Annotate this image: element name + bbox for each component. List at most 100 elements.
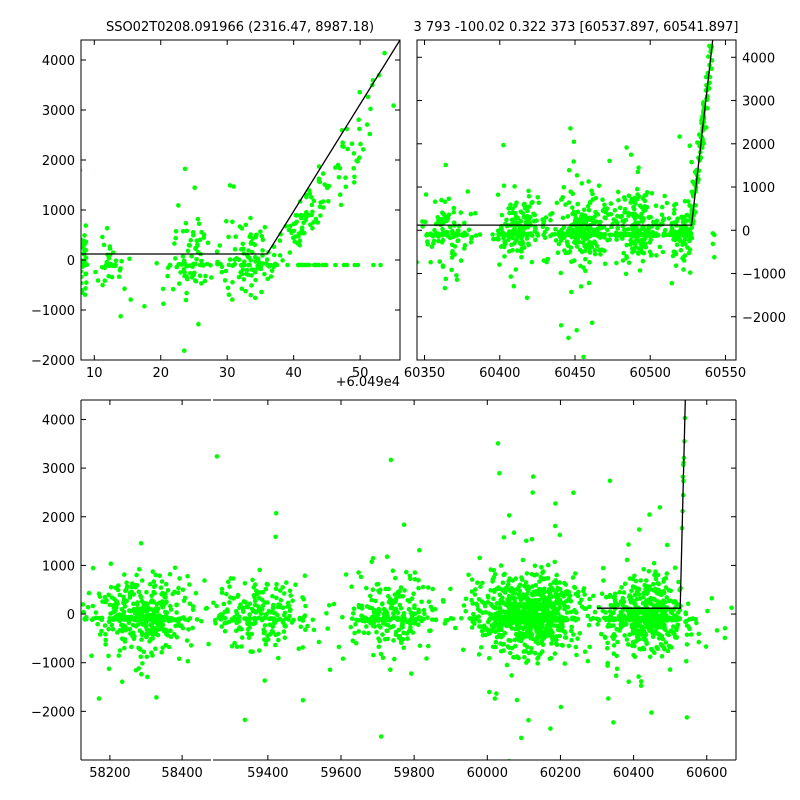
bottom-ytick-label-0: −2000 xyxy=(31,705,75,720)
bottom-point-2049 xyxy=(622,633,627,638)
top-left-point-233 xyxy=(258,263,264,269)
bottom-point-368 xyxy=(159,650,164,655)
top-left-point-392 xyxy=(391,103,396,108)
top-right-point-827 xyxy=(640,239,645,245)
top-left-point-63 xyxy=(128,297,133,302)
top-right-point-874 xyxy=(689,225,694,230)
top-right-point-751 xyxy=(662,227,668,233)
bottom-point-2296 xyxy=(667,667,673,672)
top-right-point-308 xyxy=(500,229,505,235)
top-right-point-137 xyxy=(527,204,532,209)
bottom-point-829 xyxy=(401,611,407,616)
bottom-point-331 xyxy=(127,595,133,600)
bottom-point-2299 xyxy=(630,631,636,636)
bottom-point-491 xyxy=(287,588,293,593)
bottom-point-2073 xyxy=(675,610,681,615)
top-right-point-593 xyxy=(558,232,564,237)
bottom-point-1993 xyxy=(644,641,649,647)
top-left-point-393 xyxy=(356,117,362,122)
top-left-panel: 10 20 30 40 50 −2000 −1000 0 1000 2000 3000 4000 xyxy=(31,39,401,381)
bottom-point-2243 xyxy=(643,632,649,638)
bottom-point-2335 xyxy=(633,639,638,644)
top-left-point-301 xyxy=(310,225,315,231)
top-left-point-218 xyxy=(230,297,235,302)
bottom-point-272 xyxy=(199,618,204,624)
top-left-point-318 xyxy=(298,212,304,218)
bottom-point-638 xyxy=(281,629,287,634)
bottom-point-711 xyxy=(416,622,421,627)
top-right-point-104 xyxy=(424,231,430,237)
top-right-point-252 xyxy=(501,235,506,241)
bottom-frame-1 xyxy=(213,399,737,761)
bottom-point-1788 xyxy=(559,642,565,648)
top-left-point-397 xyxy=(336,175,342,180)
bottom-point-1805 xyxy=(491,616,496,621)
bottom-point-1166 xyxy=(463,609,469,614)
top-left-point-141 xyxy=(205,240,211,246)
bottom-point-1749 xyxy=(493,644,498,650)
top-left-point-391 xyxy=(351,151,357,156)
top-left-point-390 xyxy=(367,131,373,137)
chart-panels: 10 20 30 40 50−2000−100001000200030004000603… xyxy=(31,39,786,781)
bottom-point-1760 xyxy=(540,612,545,618)
bottom-point-1848 xyxy=(583,606,589,611)
top-right-point-565 xyxy=(602,215,607,220)
bottom-point-1625 xyxy=(571,632,576,637)
top-right-point-336 xyxy=(554,200,560,206)
bottom-point-1736 xyxy=(520,592,526,597)
bottom-point-403 xyxy=(160,599,165,604)
bottom-point-1477 xyxy=(497,470,502,476)
top-right-point-80 xyxy=(442,212,447,218)
bottom-point-1659 xyxy=(525,644,530,650)
top-right-point-232 xyxy=(532,225,538,230)
bottom-point-909 xyxy=(450,616,456,622)
bottom-point-246 xyxy=(144,589,149,595)
top-right-point-573 xyxy=(570,191,576,197)
top-left-point-106 xyxy=(165,265,171,271)
top-left-point-386 xyxy=(371,262,376,268)
top-left-point-395 xyxy=(345,146,351,152)
top-left-point-146 xyxy=(170,286,176,292)
top-right-point-320 xyxy=(530,199,535,205)
top-right-point-730 xyxy=(636,251,641,256)
bottom-point-1641 xyxy=(566,643,572,649)
top-left-point-372 xyxy=(354,158,359,163)
top-right-point-242 xyxy=(513,267,519,272)
bottom-point-1471 xyxy=(548,582,553,588)
top-left-point-58 xyxy=(127,256,132,262)
bottom-point-1777 xyxy=(495,622,500,628)
bottom-point-1741 xyxy=(524,616,530,622)
bottom-point-847 xyxy=(380,632,385,637)
bottom-point-1632 xyxy=(553,501,558,506)
bottom-point-79 xyxy=(137,567,142,572)
bottom-point-1772 xyxy=(537,579,542,584)
top-right-point-585 xyxy=(588,231,593,237)
bottom-point-759 xyxy=(398,640,404,645)
bottom-point-1525 xyxy=(577,631,583,636)
top-left-point-298 xyxy=(313,216,319,222)
top-left-point-57 xyxy=(93,269,98,275)
bottom-point-274 xyxy=(159,592,164,597)
top-right-point-726 xyxy=(659,204,665,210)
top-right-point-20 xyxy=(423,192,429,197)
bottom-point-810 xyxy=(422,611,427,617)
bottom-point-552 xyxy=(300,645,306,650)
top-right-point-53 xyxy=(431,238,437,244)
top-left-point-181 xyxy=(258,229,263,234)
top-left-point-161 xyxy=(182,273,187,279)
bottom-point-1999 xyxy=(642,582,647,588)
bottom-point-390 xyxy=(151,600,156,605)
top-left-point-387 xyxy=(357,126,362,132)
bottom-point-352 xyxy=(126,620,132,625)
top-left-point-343 xyxy=(310,209,315,215)
top-left-point-101 xyxy=(176,203,181,208)
bottom-point-781 xyxy=(388,457,394,463)
top-right-point-69 xyxy=(451,209,457,215)
bottom-point-1710 xyxy=(563,635,569,640)
top-left-point-364 xyxy=(307,191,313,196)
top-left-ytick-label-0: −2000 xyxy=(31,354,75,369)
top-left-point-340 xyxy=(296,233,301,239)
bottom-point-704 xyxy=(369,559,375,565)
top-right-point-584 xyxy=(571,233,577,238)
top-right-point-998 xyxy=(686,232,692,237)
